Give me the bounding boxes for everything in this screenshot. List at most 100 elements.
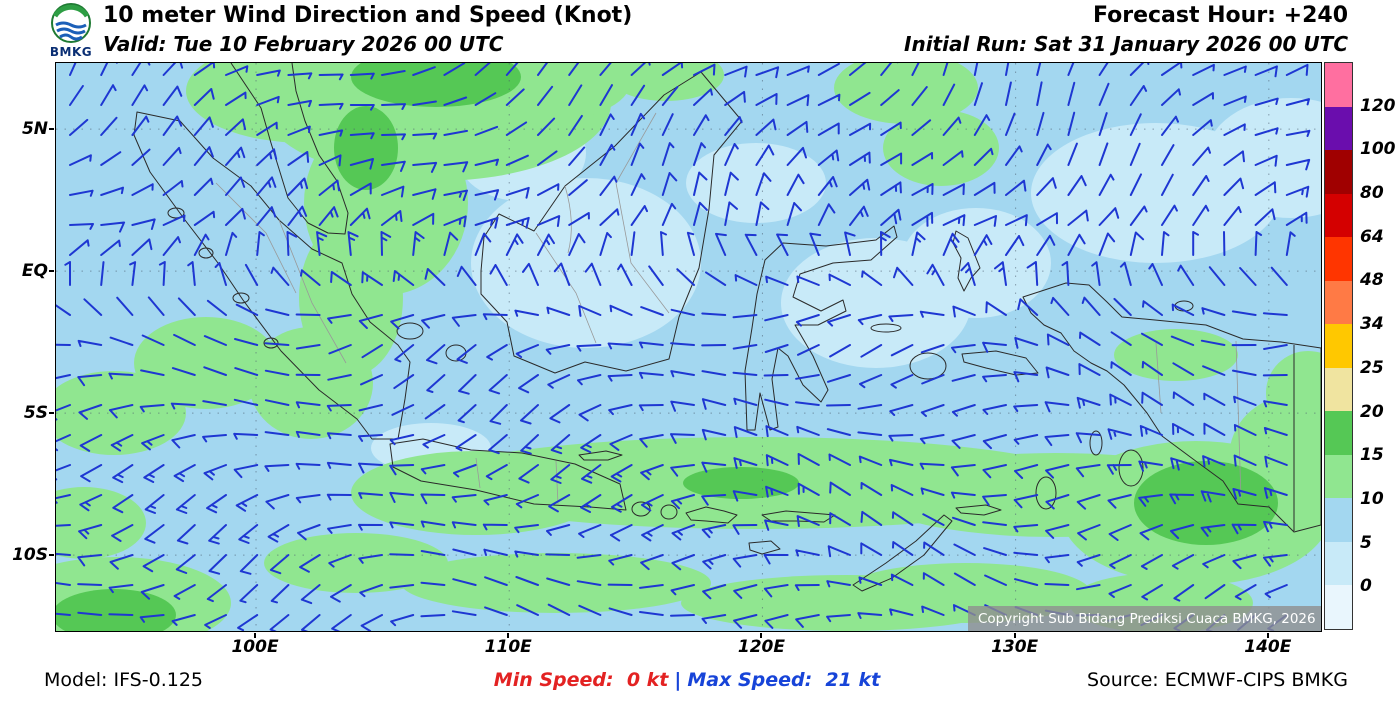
lat-label-10S: 10S <box>12 545 48 566</box>
source-label: Source: ECMWF-CIPS BMKG <box>1087 669 1348 691</box>
island-aru <box>1118 449 1144 487</box>
legend-color-band <box>1325 63 1352 107</box>
island-malay-peninsula <box>230 63 349 235</box>
lon-tick <box>507 633 510 638</box>
strong-wind-shading <box>56 63 1278 631</box>
legend-label-80: 80 <box>1360 183 1384 204</box>
wind-speed-legend <box>1324 62 1353 630</box>
island-sumba <box>748 540 781 555</box>
island-wetar <box>955 504 1002 516</box>
wind-barbs <box>56 63 1311 631</box>
island-halmahera <box>952 230 981 292</box>
map-canvas: Copyright Sub Bidang Prediksi Cuaca BMKG… <box>56 63 1321 631</box>
legend-label-15: 15 <box>1360 445 1384 466</box>
province-border-line <box>215 182 297 294</box>
legend-labels: 120 100 80 64 48 34 25 20 15 10 5 0 <box>1360 62 1400 630</box>
legend-label-64: 64 <box>1360 226 1384 247</box>
legend-color-band <box>1325 367 1352 412</box>
island-sumbawa <box>685 506 738 524</box>
island-lombok <box>660 504 678 520</box>
lat-label-EQ: EQ <box>21 261 48 282</box>
copyright-background <box>968 606 1321 631</box>
island-papua <box>1022 282 1321 533</box>
legend-color-band <box>1325 454 1352 499</box>
wind-speed-shading-region <box>686 143 826 223</box>
wind-speed-shading-region <box>1206 98 1321 218</box>
bmkg-logo: BMKG <box>44 2 98 59</box>
wind-speed-shading-region <box>334 106 398 190</box>
province-border-line <box>615 112 657 184</box>
river-line <box>564 185 572 254</box>
map-title: 10 meter Wind Direction and Speed (Knot) <box>103 3 633 28</box>
island-buru <box>909 352 947 380</box>
forecast-hour: Forecast Hour: +240 <box>1092 3 1348 28</box>
island-timor <box>852 514 953 592</box>
lat-tick <box>49 554 54 557</box>
lon-label-120E: 120E <box>737 637 785 657</box>
initial-run: Initial Run: Sat 31 January 2026 00 UTC <box>904 32 1348 56</box>
lon-tick <box>1013 633 1016 638</box>
legend-color-band <box>1325 193 1352 238</box>
wind-speed-shading-region <box>608 63 724 101</box>
lon-label-100E: 100E <box>231 637 279 657</box>
wind-speed-shading-region <box>351 63 521 107</box>
lon-label-110E: 110E <box>484 637 532 657</box>
legend-label-10: 10 <box>1360 488 1384 509</box>
speed-separator: | <box>674 669 682 691</box>
max-speed-label: Max Speed: 21 kt <box>687 669 881 691</box>
legend-label-5: 5 <box>1360 532 1372 553</box>
island-tanimbar <box>1035 476 1057 510</box>
legend-label-34: 34 <box>1360 314 1384 335</box>
lat-tick <box>49 412 54 415</box>
legend-label-0: 0 <box>1360 576 1372 597</box>
island-sula <box>870 323 902 333</box>
lat-label-5N: 5N <box>21 119 48 140</box>
bmkg-logo-icon <box>51 3 91 43</box>
lat-tick <box>49 270 54 273</box>
legend-color-band <box>1325 498 1352 542</box>
wind-speed-shading-region <box>471 178 701 348</box>
graticule-gridlines <box>56 63 1321 631</box>
wind-speed-shading-region <box>683 467 799 499</box>
legend-color-band <box>1325 280 1352 325</box>
lon-tick <box>760 633 763 638</box>
legend-color-band <box>1325 106 1352 151</box>
province-border-line <box>615 182 670 314</box>
lon-label-140E: 140E <box>1244 637 1292 657</box>
lat-tick <box>49 128 54 131</box>
island-kai <box>1089 430 1103 456</box>
island-borneo <box>480 71 743 374</box>
island-bangka <box>396 322 424 340</box>
wind-speed-shading-region <box>56 487 146 559</box>
wind-speed-shading-region <box>901 208 1051 318</box>
lon-tick <box>254 633 257 638</box>
legend-label-120: 120 <box>1360 95 1396 116</box>
province-border-line <box>1155 342 1162 414</box>
island-mentawai <box>232 292 250 304</box>
wind-speed-shading-region <box>834 63 978 124</box>
copyright-overlay: Copyright Sub Bidang Prediksi Cuaca BMKG… <box>968 606 1321 631</box>
legend-label-25: 25 <box>1360 357 1384 378</box>
legend-color-band <box>1325 324 1352 368</box>
min-speed-label: Min Speed: 0 kt <box>493 669 669 691</box>
wind-speed-shading-region <box>883 110 999 186</box>
lon-tick <box>1266 633 1269 638</box>
wind-speed-shading-region <box>351 451 601 535</box>
wind-speed-shading-region <box>264 533 448 593</box>
legend-label-100: 100 <box>1360 139 1396 160</box>
legend-label-20: 20 <box>1360 401 1384 422</box>
province-border-line <box>535 232 597 344</box>
island-java <box>389 438 627 511</box>
lat-label-5S: 5S <box>23 403 48 424</box>
legend-color-band <box>1325 411 1352 455</box>
lon-label-130E: 130E <box>991 637 1039 657</box>
island-sulawesi <box>744 225 898 431</box>
wind-speed-shading-region <box>249 327 373 439</box>
wind-speed-shading-region <box>401 553 711 613</box>
speed-summary: Min Speed: 0 kt | Max Speed: 21 kt <box>387 669 987 691</box>
valid-time: Valid: Tue 10 February 2026 00 UTC <box>103 32 504 56</box>
map-frame: Copyright Sub Bidang Prediksi Cuaca BMKG… <box>55 62 1322 632</box>
province-border-line <box>278 219 347 364</box>
province-border-line <box>475 457 481 489</box>
